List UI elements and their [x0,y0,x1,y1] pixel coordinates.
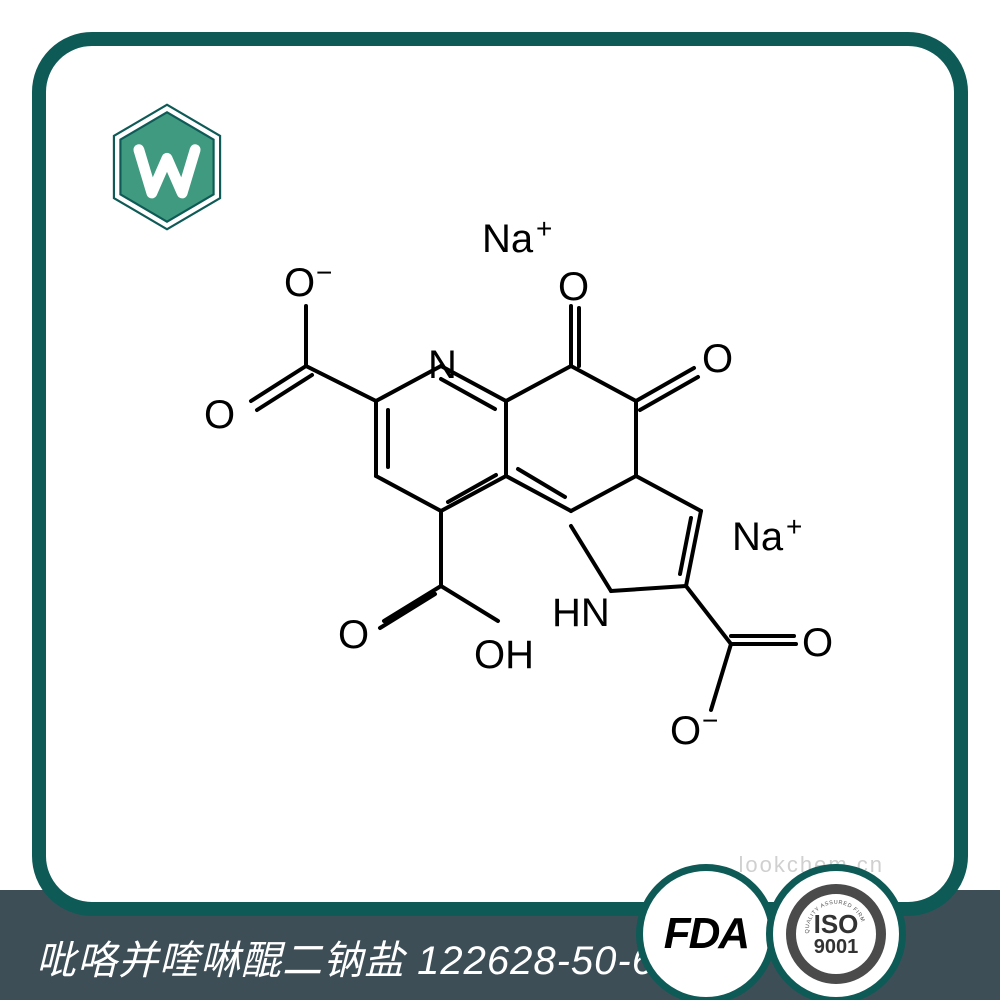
svg-text:O: O [338,613,369,657]
svg-text:O: O [702,337,733,381]
svg-text:−: − [316,257,332,288]
iso-badge: QUALITY ASSURED FIRM ISO 9001 [766,864,906,1000]
ring-n-label: N [428,343,457,387]
chemical-structure-diagram: N O − O Na + O O O OH [166,196,866,836]
svg-text:OH: OH [474,633,534,677]
svg-text:−: − [702,705,718,736]
iso-line2: 9001 [814,937,859,957]
product-title: 吡咯并喹啉醌二钠盐 122628-50-6 [36,928,655,986]
badges-container: FDA QUALITY ASSURED FIRM ISO 9001 [596,850,956,1000]
product-card: N O − O Na + O O O OH [32,32,968,916]
fda-label: FDA [664,909,748,959]
svg-text:O: O [558,265,589,309]
svg-text:Na: Na [482,217,534,261]
svg-text:O: O [802,621,833,665]
svg-text:O: O [204,393,235,437]
fda-badge: FDA [636,864,776,1000]
svg-text:Na: Na [732,515,784,559]
iso-line1: ISO [814,911,859,937]
svg-text:+: + [786,511,802,542]
svg-text:+: + [536,213,552,244]
svg-text:QUALITY ASSURED FIRM: QUALITY ASSURED FIRM [805,900,866,933]
svg-text:O: O [284,261,315,305]
svg-text:HN: HN [552,591,610,635]
svg-text:O: O [670,709,701,753]
